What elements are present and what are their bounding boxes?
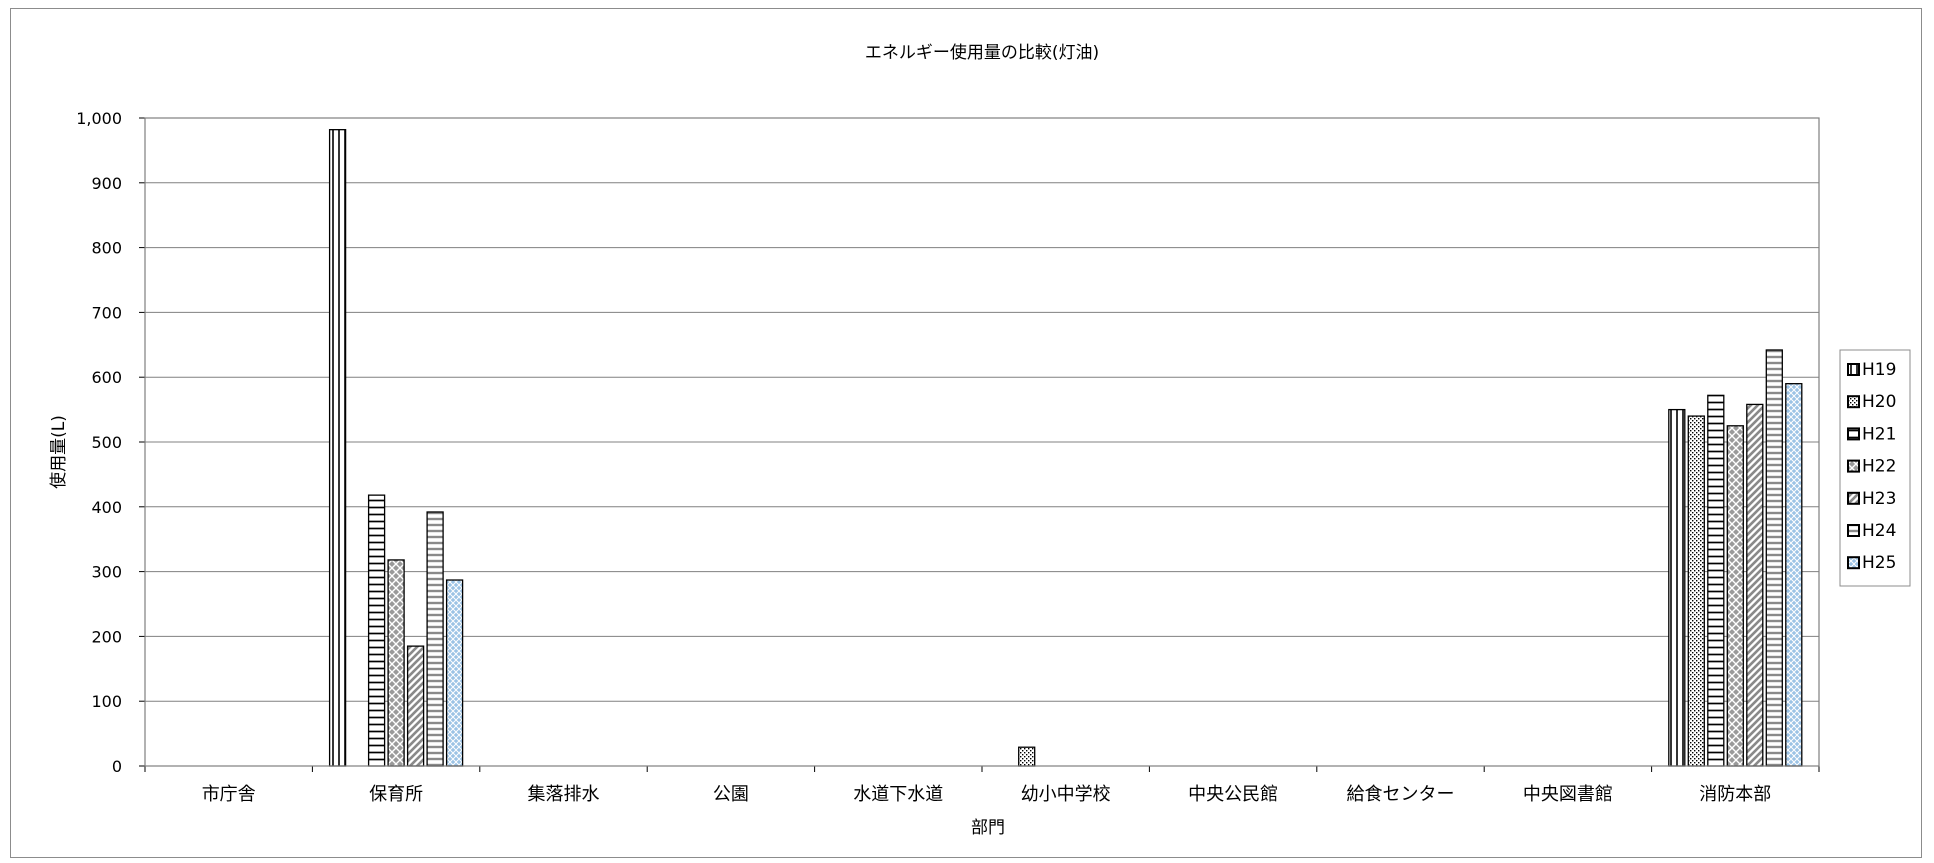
bar-h20 (1018, 746, 1036, 767)
x-tick-label: 市庁舎 (202, 784, 256, 805)
x-tick-label: 幼小中学校 (1021, 784, 1111, 805)
chart-frame (10, 8, 1922, 858)
y-tick-label: 900 (91, 174, 122, 193)
x-tick-label: 中央図書館 (1523, 784, 1613, 805)
legend-swatch-h24 (1847, 524, 1860, 537)
legend-swatch-h22 (1847, 459, 1860, 473)
y-axis-title: 使用量(L) (48, 415, 69, 489)
plot-border (144, 117, 1820, 767)
y-tick-label: 100 (91, 692, 122, 711)
bar-h25 (1785, 383, 1803, 767)
bar-h19 (1668, 408, 1686, 767)
x-tick-label: 集落排水 (528, 784, 600, 805)
y-tick-label: 1,000 (76, 109, 122, 128)
legend-swatch-h25 (1847, 556, 1860, 570)
bar-h24 (426, 511, 444, 767)
x-tick-label: 中央公民館 (1188, 784, 1278, 805)
x-tick-label: 消防本部 (1699, 784, 1771, 805)
legend-swatch-h21 (1847, 427, 1860, 441)
legend-label-h20: H20 (1862, 392, 1896, 412)
x-tick-label: 保育所 (369, 784, 423, 805)
bar-h21 (1707, 394, 1725, 767)
chart-title: エネルギー使用量の比較(灯油) (865, 42, 1099, 63)
bar-h19 (328, 129, 347, 767)
legend-label-h22: H22 (1862, 457, 1896, 477)
y-tick-label: 300 (91, 563, 122, 582)
x-tick-label: 給食センター (1347, 784, 1455, 805)
bars (328, 129, 1803, 767)
y-tick-labels: 0 100 200 300 400 500 600 700 800 900 1,000 (76, 109, 145, 776)
bar-h25 (445, 579, 464, 767)
legend-label-h19: H19 (1862, 360, 1896, 380)
bar-h22 (387, 559, 405, 767)
legend-swatch-h19 (1847, 363, 1860, 376)
legend-label-h24: H24 (1862, 521, 1896, 541)
y-tick-label: 500 (91, 433, 122, 452)
legend-box (1839, 349, 1911, 587)
legend-label-h21: H21 (1862, 424, 1896, 444)
bar-h23 (406, 645, 425, 767)
y-tick-label: 0 (112, 757, 122, 776)
bar-h23 (1746, 403, 1764, 767)
plot-area (144, 117, 1820, 767)
y-tick-label: 600 (91, 368, 122, 387)
bar-h20 (1687, 415, 1705, 767)
legend-label-h25: H25 (1862, 553, 1896, 573)
x-tick-labels: 市庁舎 保育所 集落排水 公園 水道下水道 幼小中学校 中央公民館 給食センター 中央図書館 消防… (144, 766, 1820, 805)
y-tick-label: 700 (91, 303, 122, 322)
bar-h22 (1726, 425, 1744, 767)
legend: H19 H20 H21 H22 H23 H24 H25 (1839, 349, 1911, 587)
legend-label-h23: H23 (1862, 489, 1896, 509)
x-tick-label: 水道下水道 (853, 784, 943, 805)
y-tick-label: 800 (91, 239, 122, 258)
legend-swatch-h23 (1847, 491, 1860, 505)
bar-h21 (367, 494, 386, 767)
bar-h24 (1765, 349, 1783, 767)
legend-swatch-h20 (1847, 395, 1860, 409)
x-tick-label: 公園 (713, 784, 749, 805)
x-axis-title: 部門 (971, 818, 1005, 838)
y-tick-label: 200 (91, 627, 122, 646)
y-tick-label: 400 (91, 498, 122, 517)
